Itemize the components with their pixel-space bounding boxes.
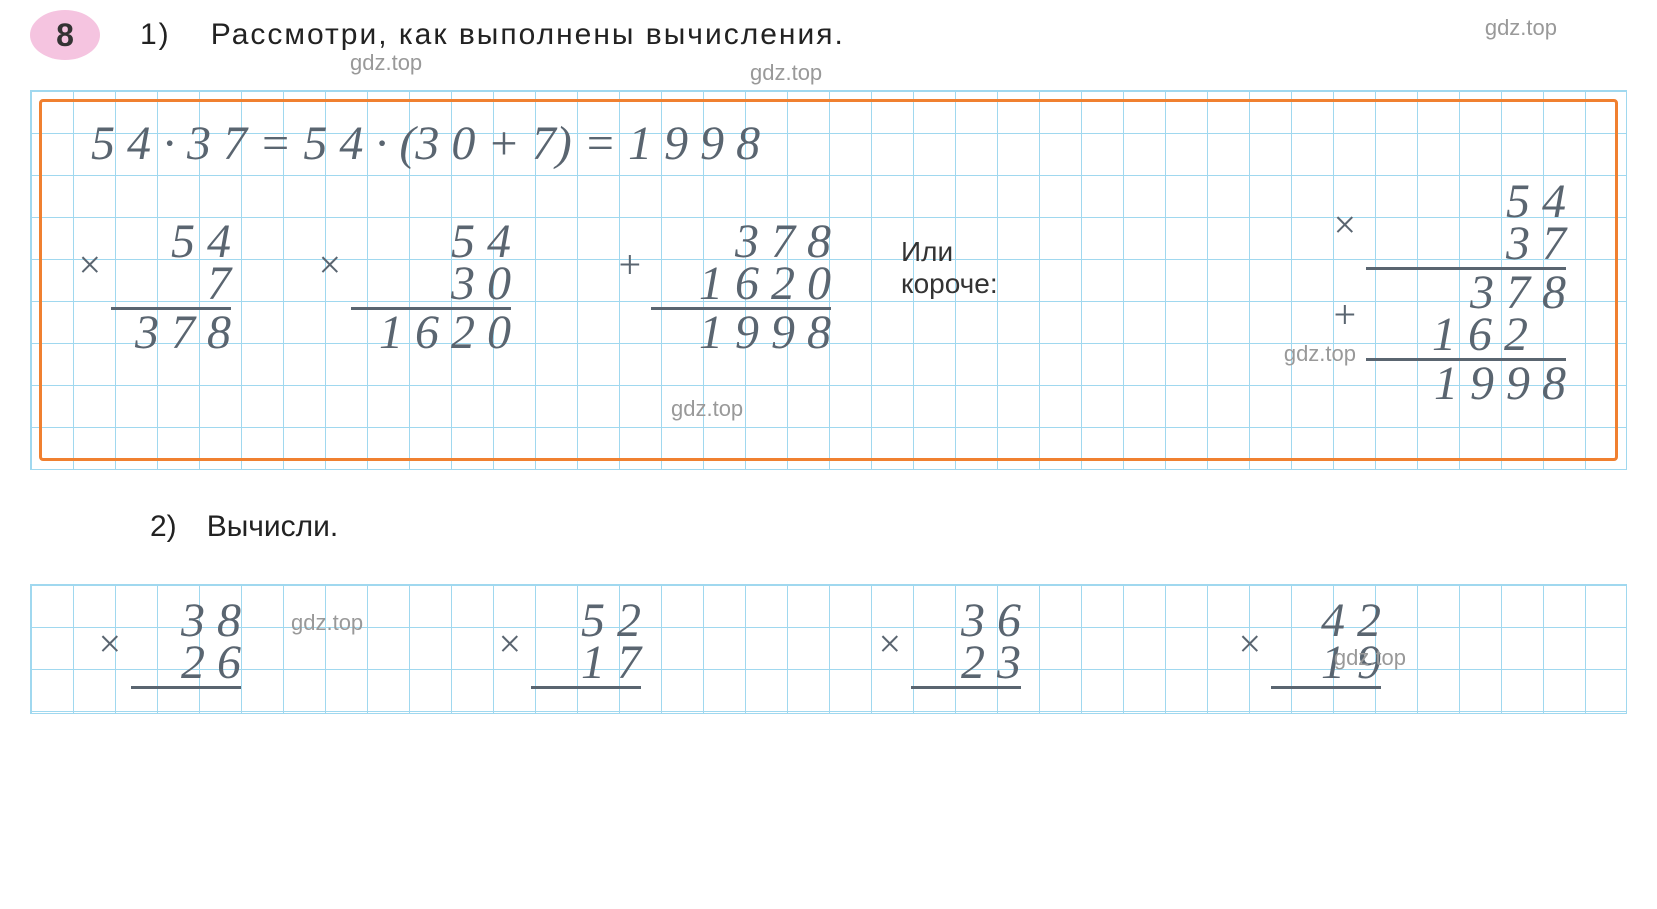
plus-sign: +	[1331, 291, 1358, 338]
watermark: gdz.top	[350, 50, 422, 76]
calc4: × 5 4 3 7 + 3 7 8 1 6 2 1 9 9 8	[1366, 181, 1566, 405]
or-shorter-label: Или короче:	[901, 236, 998, 300]
calc2-result: 1 6 2 0	[351, 312, 511, 354]
calc4-result: 1 9 9 8	[1366, 363, 1566, 405]
header-row: 8 1) Рассмотри, как выполнены вычисления…	[0, 0, 1657, 70]
calc3-bottom: 1 6 2 0	[651, 263, 831, 305]
watermark: gdz.top	[671, 396, 743, 422]
plus-sign: +	[616, 241, 643, 288]
e1-bottom: 2 6	[131, 642, 241, 684]
multiply-sign: ×	[316, 241, 343, 288]
calc4-bottom: 3 7	[1366, 223, 1566, 265]
multiply-sign: ×	[876, 620, 903, 667]
calc3: + 3 7 8 1 6 2 0 1 9 9 8	[651, 221, 831, 354]
calc1-bottom: 7	[111, 263, 231, 305]
problem-number-badge: 8	[30, 10, 100, 60]
calc4-partial2: 1 6 2	[1366, 314, 1566, 356]
or-line1: Или	[901, 236, 998, 268]
multiply-sign: ×	[76, 241, 103, 288]
exercises-grid: × 3 8 2 6 × 5 2 1 7 × 3 6 2 3 × 4 2 1 9 …	[30, 584, 1627, 714]
exercise2: × 5 2 1 7	[531, 600, 641, 691]
part1-label: 1)	[140, 18, 171, 52]
calc2: × 5 4 3 0 1 6 2 0	[351, 221, 511, 354]
multiply-sign: ×	[496, 620, 523, 667]
calc2-bottom: 3 0	[351, 263, 511, 305]
multiply-sign: ×	[1236, 620, 1263, 667]
part1-instruction: Рассмотри, как выполнены вычисления.	[211, 18, 845, 52]
watermark: gdz.top	[750, 60, 822, 86]
multiply-sign: ×	[1331, 201, 1358, 248]
watermark: gdz.top	[1284, 341, 1356, 367]
e2-bottom: 1 7	[531, 642, 641, 684]
problem-number: 8	[56, 17, 74, 54]
equation-line: 5 4 · 3 7 = 5 4 · (3 0 + 7) = 1 9 9 8	[91, 116, 760, 171]
or-line2: короче:	[901, 268, 998, 300]
watermark: gdz.top	[1334, 645, 1406, 671]
part2-header: 2) Вычисли.	[0, 490, 1657, 564]
part2-label: 2)	[150, 510, 177, 544]
exercise1: × 3 8 2 6	[131, 600, 241, 691]
part2-instruction: Вычисли.	[207, 510, 339, 544]
calc3-result: 1 9 9 8	[651, 312, 831, 354]
exercise3: × 3 6 2 3	[911, 600, 1021, 691]
watermark: gdz.top	[1485, 15, 1557, 41]
worked-example-grid: 5 4 · 3 7 = 5 4 · (3 0 + 7) = 1 9 9 8 × …	[30, 90, 1627, 470]
watermark: gdz.top	[291, 610, 363, 636]
calc1-result: 3 7 8	[111, 312, 231, 354]
multiply-sign: ×	[96, 620, 123, 667]
calc1: × 5 4 7 3 7 8	[111, 221, 231, 354]
e3-bottom: 2 3	[911, 642, 1021, 684]
